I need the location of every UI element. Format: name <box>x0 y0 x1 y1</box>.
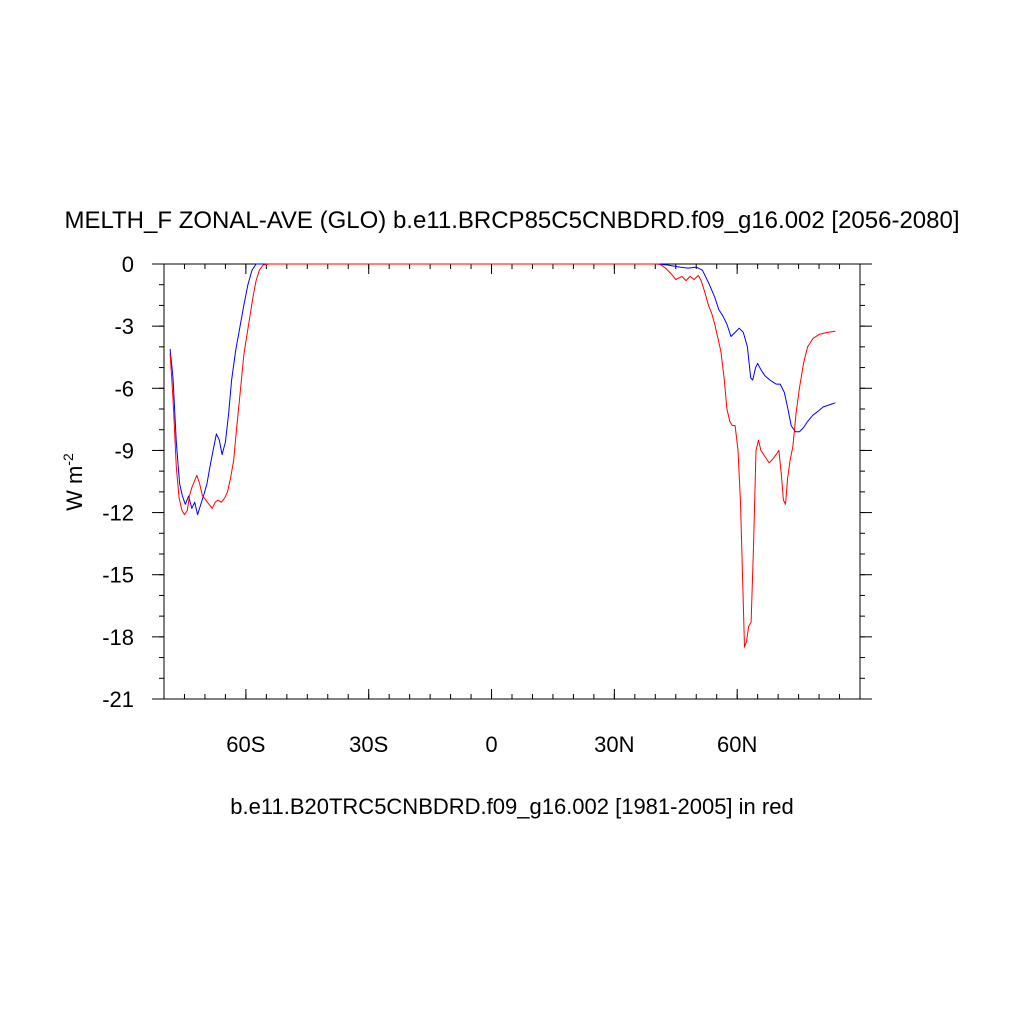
x-tick-label: 30N <box>594 732 634 757</box>
y-tick-label: -21 <box>102 687 134 712</box>
series-layer <box>169 263 836 648</box>
chart-title: MELTH_F ZONAL-AVE (GLO) b.e11.BRCP85C5CN… <box>64 207 959 234</box>
y-tick-label: -3 <box>114 314 134 339</box>
series-line-historical <box>169 263 836 648</box>
y-axis-label-unit: W m <box>62 466 87 511</box>
y-tick-label: -15 <box>102 563 134 588</box>
x-tick-label: 0 <box>485 732 497 757</box>
y-tick-label: -9 <box>114 438 134 463</box>
series-line-future <box>169 263 836 516</box>
y-tick-label: 0 <box>122 252 134 277</box>
x-tick-label: 60S <box>226 732 265 757</box>
y-axis-label-exponent: -2 <box>60 453 76 466</box>
x-axis: 60S 30S 0 30N 60N <box>183 264 841 757</box>
y-tick-label: -6 <box>114 376 134 401</box>
x-tick-label: 60N <box>717 732 757 757</box>
y-axis: 0 -3 -6 -9 -12 -15 -18 -21 <box>102 252 872 712</box>
y-tick-label: -12 <box>102 501 134 526</box>
x-axis-label: b.e11.B20TRC5CNBDRD.f09_g16.002 [1981-20… <box>230 794 793 819</box>
x-tick-label: 30S <box>349 732 388 757</box>
y-tick-label: -18 <box>102 625 134 650</box>
y-axis-label: W m-2 <box>60 453 87 511</box>
